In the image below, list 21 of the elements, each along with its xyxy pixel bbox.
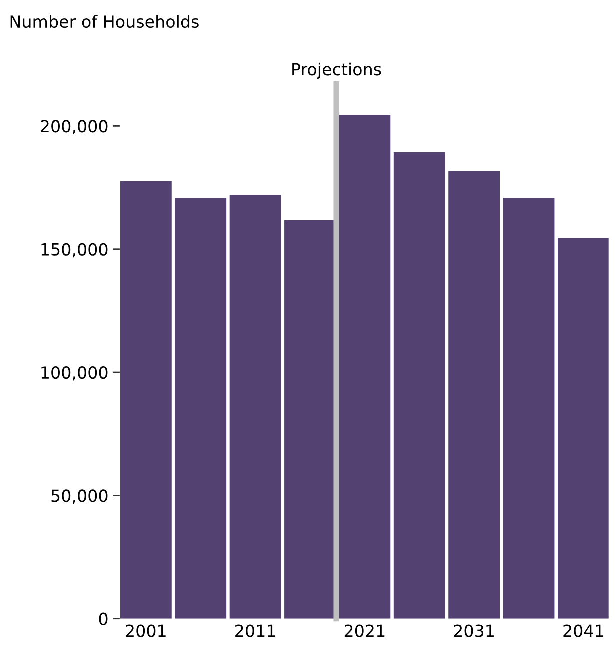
y-tick-label: 50,000	[52, 490, 108, 504]
bar	[120, 181, 172, 619]
x-tick-label: 2011	[236, 624, 276, 638]
x-tick-label: 2041	[564, 624, 604, 638]
y-tick-label: 150,000	[42, 243, 108, 258]
x-tick-label: 2021	[344, 624, 385, 638]
bar	[230, 195, 282, 619]
bar	[339, 115, 391, 619]
x-tick-label: 2031	[454, 624, 494, 638]
bar	[448, 171, 500, 619]
bar	[503, 198, 555, 619]
bar	[394, 152, 446, 619]
ref-line-label: Projections	[292, 62, 382, 79]
y-axis-title: Number of Households	[10, 15, 199, 28]
bar	[558, 238, 609, 619]
y-tick-label: 200,000	[41, 120, 108, 134]
bar	[175, 198, 227, 619]
y-tick-label: 0	[99, 612, 108, 626]
x-tick-label: 2001	[126, 624, 166, 638]
bar	[284, 220, 336, 619]
y-tick-label: 100,000	[42, 366, 108, 381]
